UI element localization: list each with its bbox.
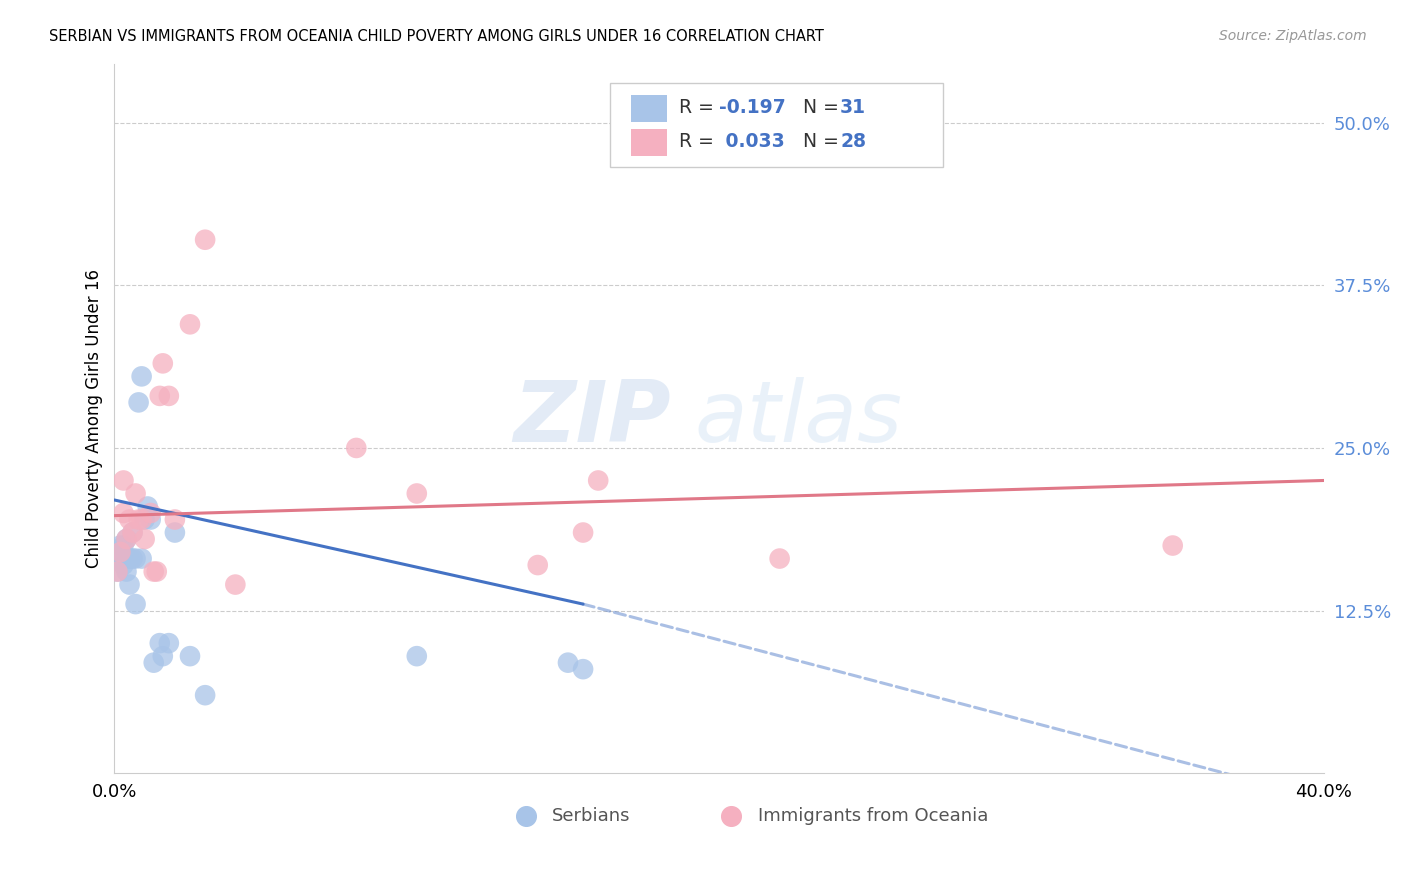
Point (112, 558, 135, 572)
Point (131, 369, 153, 384)
Text: R =: R = (679, 98, 720, 117)
Text: N =: N = (790, 132, 845, 151)
Point (179, 649, 201, 664)
Point (121, 525, 143, 540)
Text: N =: N = (790, 98, 845, 117)
Point (152, 649, 174, 664)
Bar (631, 95, 668, 122)
Text: 0.033: 0.033 (718, 132, 785, 151)
Point (134, 532, 156, 546)
Point (149, 636, 172, 650)
Point (112, 506, 135, 520)
Point (149, 389, 172, 403)
Point (115, 565, 138, 579)
Point (107, 565, 129, 579)
Point (1161, 539, 1184, 553)
Point (526, 558, 548, 572)
Point (920, 115, 942, 129)
Point (557, 656, 579, 670)
Point (139, 512, 162, 526)
Point (118, 551, 141, 566)
Text: ZIP: ZIP (513, 377, 671, 460)
Point (139, 506, 162, 520)
Point (124, 486, 146, 500)
Text: -0.197: -0.197 (718, 98, 786, 117)
Point (110, 539, 132, 553)
Point (110, 545, 132, 559)
Text: 28: 28 (841, 132, 866, 151)
Point (121, 525, 143, 540)
Point (152, 356, 174, 370)
Point (157, 389, 180, 403)
Text: SERBIAN VS IMMIGRANTS FROM OCEANIA CHILD POVERTY AMONG GIRLS UNDER 16 CORRELATIO: SERBIAN VS IMMIGRANTS FROM OCEANIA CHILD… (49, 29, 824, 45)
Point (586, 474, 609, 488)
Point (572, 525, 595, 540)
Point (157, 636, 180, 650)
Point (163, 525, 186, 540)
Point (1132, 844, 1154, 858)
Point (224, 577, 246, 591)
Point (572, 662, 595, 676)
FancyBboxPatch shape (610, 83, 943, 167)
Text: Serbians: Serbians (553, 807, 631, 825)
Text: 31: 31 (841, 98, 866, 117)
Point (405, 486, 427, 500)
Point (124, 551, 146, 566)
Point (128, 395, 150, 409)
Text: atlas: atlas (695, 377, 903, 460)
Point (115, 532, 138, 546)
Point (118, 512, 141, 526)
Point (107, 551, 129, 566)
Bar (631, 128, 668, 156)
Point (118, 577, 141, 591)
Text: R =: R = (679, 132, 720, 151)
Point (405, 649, 427, 664)
Text: Source: ZipAtlas.com: Source: ZipAtlas.com (1219, 29, 1367, 44)
Point (112, 539, 135, 553)
Point (128, 512, 150, 526)
Point (131, 551, 153, 566)
Point (194, 688, 217, 702)
Point (142, 656, 165, 670)
Point (136, 500, 159, 514)
Point (145, 565, 167, 579)
Point (179, 318, 201, 332)
Point (134, 512, 156, 526)
Point (121, 551, 143, 566)
Point (124, 597, 146, 611)
Text: Immigrants from Oceania: Immigrants from Oceania (758, 807, 988, 825)
Point (769, 551, 792, 566)
Point (142, 565, 165, 579)
Point (344, 441, 367, 455)
Point (163, 512, 186, 526)
Point (107, 565, 129, 579)
Point (110, 545, 132, 559)
Point (131, 512, 153, 526)
Point (115, 532, 138, 546)
Y-axis label: Child Poverty Among Girls Under 16: Child Poverty Among Girls Under 16 (86, 269, 103, 568)
Point (194, 233, 217, 247)
Point (112, 474, 135, 488)
